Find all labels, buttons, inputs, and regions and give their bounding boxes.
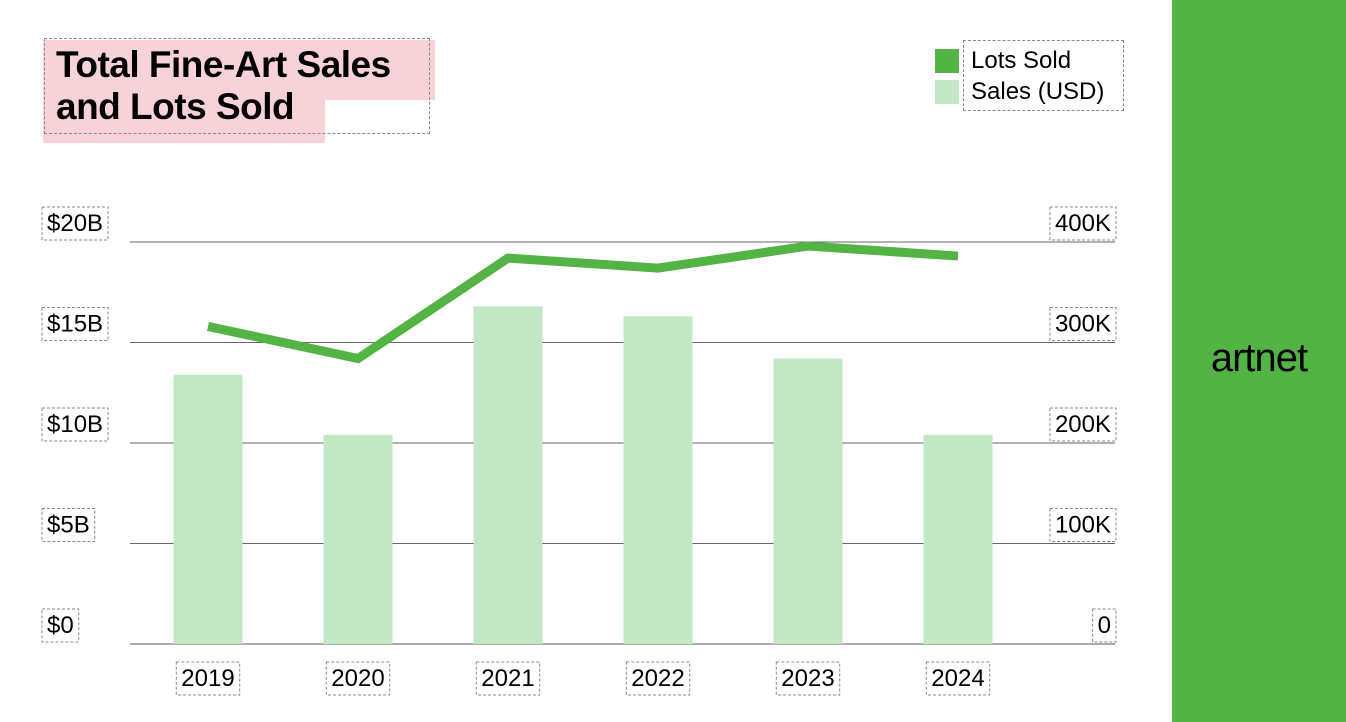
sales-lots-chart: $0 $5B $10B $15B $20B 0 100K 200K 300K 400K 2019 20… bbox=[41, 206, 1117, 696]
legend-swatch-lots-sold bbox=[935, 49, 959, 73]
x-tick-label-2023: 2023 bbox=[781, 665, 834, 692]
left-tick-label: $5B bbox=[47, 512, 90, 539]
left-tick-label: $10B bbox=[47, 411, 103, 438]
right-tick-label: 300K bbox=[1055, 311, 1111, 338]
left-tick-label-frame bbox=[41, 407, 109, 442]
x-tick-label-2024: 2024 bbox=[931, 665, 984, 692]
line-lots-sold bbox=[207, 241, 959, 364]
legend-item-sales: Sales (USD) bbox=[935, 77, 1104, 107]
bar-sales-2019 bbox=[173, 374, 243, 644]
x-tick-label-2020: 2020 bbox=[331, 665, 384, 692]
x-tick-label-2023-frame bbox=[775, 661, 841, 696]
legend-frame bbox=[963, 40, 1124, 111]
left-tick-label-frame bbox=[41, 206, 109, 241]
right-tick-label-frame bbox=[1049, 508, 1117, 542]
x-tick-label-2021-frame bbox=[475, 661, 541, 696]
right-tick-label-frame bbox=[1049, 407, 1117, 442]
bar-sales-2021 bbox=[473, 306, 543, 644]
right-tick-label-frame bbox=[1049, 206, 1117, 241]
left-tick-label: $15B bbox=[47, 311, 103, 338]
x-tick-label-2022: 2022 bbox=[631, 665, 684, 692]
x-tick-label-2019-frame bbox=[175, 661, 241, 696]
chart-title: Total Fine-Art Sales and Lots Sold bbox=[56, 44, 391, 127]
legend-swatch-sales bbox=[935, 80, 959, 104]
left-tick-label-frame bbox=[41, 508, 96, 542]
x-tick-label-2024-frame bbox=[925, 661, 991, 696]
brand-side-panel bbox=[1172, 0, 1346, 722]
right-tick-label-frame bbox=[1092, 608, 1117, 643]
legend-item-lots-sold: Lots Sold bbox=[935, 46, 1071, 76]
x-tick-label-2022-frame bbox=[625, 661, 691, 696]
x-tick-label-2019: 2019 bbox=[181, 665, 234, 692]
left-tick-label: $0 bbox=[47, 612, 74, 639]
left-tick-label-frame bbox=[41, 307, 109, 341]
right-tick-label: 400K bbox=[1055, 210, 1111, 237]
legend-label-sales: Sales (USD) bbox=[971, 78, 1105, 105]
right-tick-label: 100K bbox=[1055, 512, 1111, 539]
bar-sales-2024 bbox=[923, 434, 993, 644]
legend-label-lots-sold: Lots Sold bbox=[971, 47, 1072, 74]
right-tick-label: 0 bbox=[1098, 612, 1111, 639]
right-tick-label-frame bbox=[1049, 307, 1117, 341]
x-tick-label-2020-frame bbox=[325, 661, 391, 696]
left-tick-label: $20B bbox=[47, 210, 103, 237]
x-tick-label-2021: 2021 bbox=[481, 665, 534, 692]
bar-sales-2020 bbox=[323, 434, 393, 644]
title-highlight-line2 bbox=[43, 96, 325, 143]
bar-sales-2023 bbox=[773, 358, 843, 644]
left-tick-label-frame bbox=[41, 608, 80, 643]
title-highlight-line1 bbox=[43, 40, 435, 100]
artnet-logo: artnet bbox=[1210, 336, 1308, 380]
bar-sales-2022 bbox=[623, 316, 693, 644]
title-frame bbox=[44, 38, 430, 134]
right-tick-label: 200K bbox=[1055, 411, 1111, 438]
